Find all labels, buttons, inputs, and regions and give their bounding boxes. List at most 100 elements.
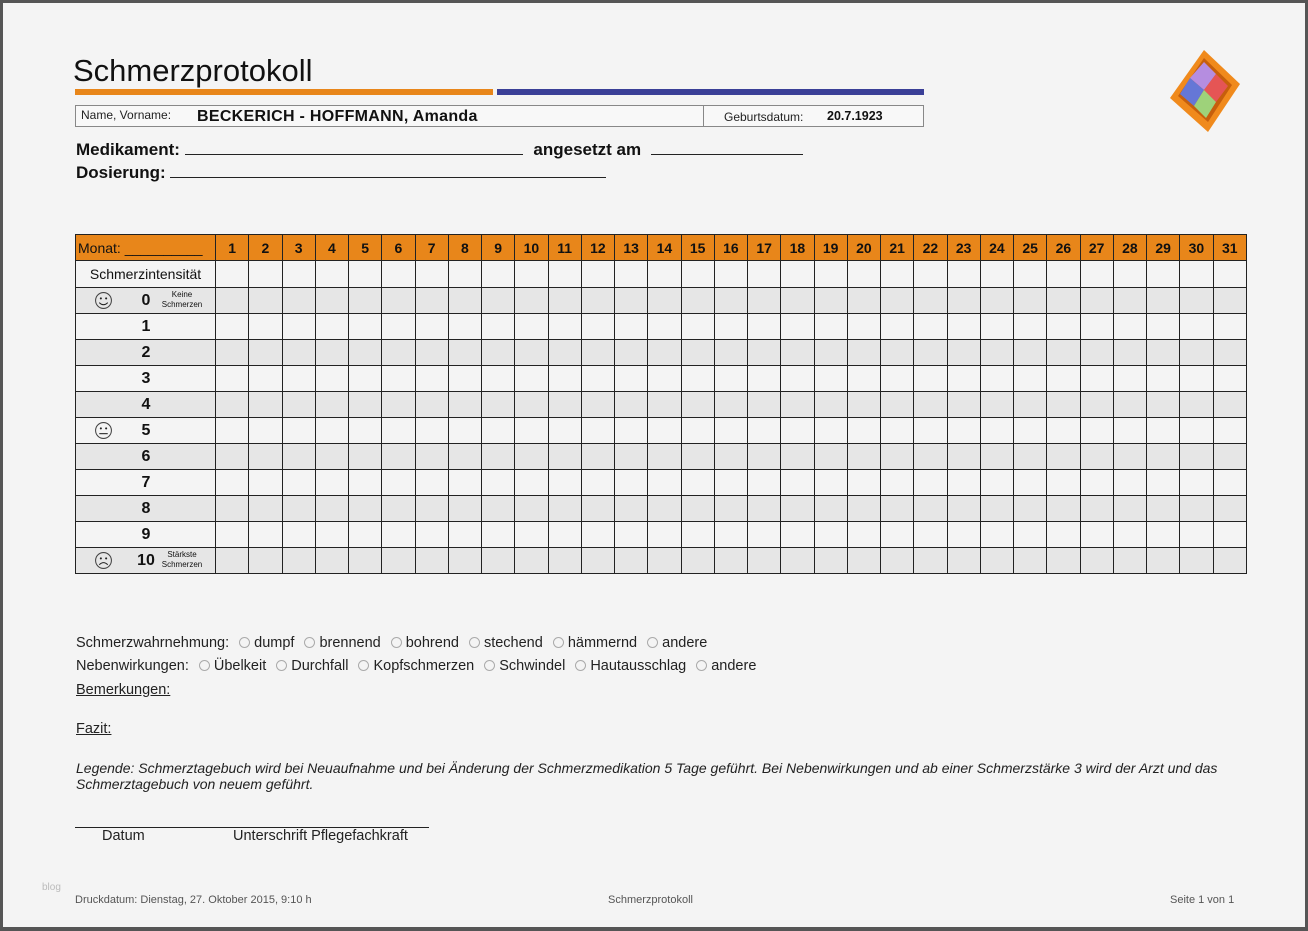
grid-cell[interactable] [1012, 287, 1048, 314]
grid-cell[interactable] [647, 443, 682, 470]
grid-cell[interactable] [347, 287, 383, 314]
grid-cell[interactable] [248, 339, 283, 366]
grid-cell[interactable] [713, 417, 749, 444]
grid-cell[interactable] [314, 521, 350, 548]
grid-cell[interactable] [680, 365, 715, 392]
grid-cell[interactable] [514, 339, 549, 366]
grid-cell[interactable] [214, 417, 250, 444]
grid-cell[interactable] [813, 417, 848, 444]
grid-cell[interactable] [746, 521, 782, 548]
grid-cell[interactable] [1145, 391, 1181, 418]
grid-cell[interactable] [314, 547, 350, 574]
grid-cell[interactable] [214, 495, 250, 522]
grid-cell[interactable] [580, 287, 616, 314]
dosierung-field[interactable] [170, 177, 607, 178]
grid-cell[interactable] [746, 313, 782, 340]
grid-cell[interactable] [746, 391, 782, 418]
option-label[interactable]: Übelkeit [213, 658, 267, 674]
grid-cell[interactable] [314, 495, 350, 522]
grid-cell[interactable] [780, 469, 815, 496]
grid-cell[interactable] [647, 365, 682, 392]
grid-cell[interactable] [913, 443, 948, 470]
grid-cell[interactable] [680, 521, 715, 548]
grid-cell[interactable] [979, 391, 1015, 418]
signature-line[interactable] [75, 827, 429, 828]
grid-cell[interactable] [1212, 469, 1247, 496]
grid-cell[interactable] [514, 547, 549, 574]
grid-cell[interactable] [214, 469, 250, 496]
grid-cell[interactable] [381, 443, 416, 470]
grid-cell[interactable] [1046, 313, 1081, 340]
grid-cell[interactable] [480, 391, 516, 418]
grid-cell[interactable] [1046, 339, 1081, 366]
grid-cell[interactable] [713, 260, 749, 288]
grid-cell[interactable] [613, 495, 649, 522]
grid-cell[interactable] [1079, 339, 1114, 366]
grid-cell[interactable] [913, 547, 948, 574]
grid-cell[interactable] [746, 495, 782, 522]
grid-cell[interactable] [1112, 443, 1148, 470]
grid-cell[interactable] [813, 521, 848, 548]
grid-cell[interactable] [746, 443, 782, 470]
radio-button[interactable] [575, 660, 587, 671]
grid-cell[interactable] [580, 260, 616, 288]
grid-cell[interactable] [547, 287, 582, 314]
grid-cell[interactable] [514, 469, 549, 496]
grid-cell[interactable] [647, 469, 682, 496]
grid-cell[interactable] [314, 391, 350, 418]
grid-cell[interactable] [846, 287, 882, 314]
grid-cell[interactable] [913, 365, 948, 392]
grid-cell[interactable] [879, 417, 915, 444]
grid-cell[interactable] [281, 391, 316, 418]
option-label[interactable]: hämmernd [567, 635, 638, 651]
grid-cell[interactable] [480, 365, 516, 392]
grid-cell[interactable] [879, 495, 915, 522]
grid-cell[interactable] [1079, 495, 1114, 522]
grid-cell[interactable] [214, 365, 250, 392]
grid-cell[interactable] [1145, 287, 1181, 314]
grid-cell[interactable] [680, 391, 715, 418]
grid-cell[interactable] [780, 495, 815, 522]
grid-cell[interactable] [447, 521, 483, 548]
grid-cell[interactable] [846, 260, 882, 288]
grid-cell[interactable] [547, 443, 582, 470]
grid-cell[interactable] [347, 547, 383, 574]
grid-cell[interactable] [214, 521, 250, 548]
grid-cell[interactable] [780, 287, 815, 314]
grid-cell[interactable] [447, 339, 483, 366]
grid-cell[interactable] [613, 287, 649, 314]
grid-cell[interactable] [248, 260, 283, 288]
grid-cell[interactable] [1012, 260, 1048, 288]
radio-button[interactable] [468, 637, 480, 648]
name-value[interactable]: BECKERICH - HOFFMANN, Amanda [197, 108, 478, 125]
grid-cell[interactable] [846, 469, 882, 496]
grid-cell[interactable] [1179, 547, 1214, 574]
grid-cell[interactable] [414, 391, 449, 418]
grid-cell[interactable] [214, 547, 250, 574]
grid-cell[interactable] [1046, 365, 1081, 392]
grid-cell[interactable] [746, 339, 782, 366]
grid-cell[interactable] [613, 469, 649, 496]
grid-cell[interactable] [514, 313, 549, 340]
grid-cell[interactable] [1012, 495, 1048, 522]
grid-cell[interactable] [1079, 365, 1114, 392]
grid-cell[interactable] [946, 521, 981, 548]
grid-cell[interactable] [879, 339, 915, 366]
grid-cell[interactable] [248, 313, 283, 340]
grid-cell[interactable] [780, 339, 815, 366]
grid-cell[interactable] [1112, 391, 1148, 418]
grid-cell[interactable] [381, 495, 416, 522]
grid-cell[interactable] [480, 287, 516, 314]
grid-cell[interactable] [1012, 547, 1048, 574]
grid-cell[interactable] [281, 313, 316, 340]
grid-cell[interactable] [1012, 313, 1048, 340]
grid-cell[interactable] [281, 339, 316, 366]
grid-cell[interactable] [979, 469, 1015, 496]
grid-cell[interactable] [381, 417, 416, 444]
grid-cell[interactable] [248, 547, 283, 574]
grid-cell[interactable] [1112, 260, 1148, 288]
grid-cell[interactable] [613, 313, 649, 340]
grid-cell[interactable] [281, 365, 316, 392]
grid-cell[interactable] [979, 260, 1015, 288]
grid-cell[interactable] [580, 391, 616, 418]
